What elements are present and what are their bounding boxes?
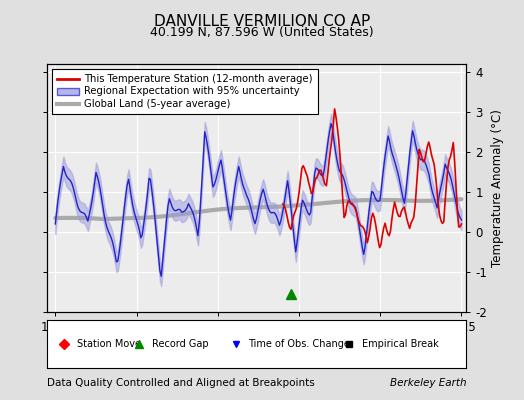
Text: Berkeley Earth: Berkeley Earth (390, 378, 466, 388)
Text: Empirical Break: Empirical Break (362, 339, 438, 349)
Text: Record Gap: Record Gap (152, 339, 209, 349)
Text: Station Move: Station Move (77, 339, 140, 349)
Text: 40.199 N, 87.596 W (United States): 40.199 N, 87.596 W (United States) (150, 26, 374, 39)
Text: Time of Obs. Change: Time of Obs. Change (248, 339, 350, 349)
Legend: This Temperature Station (12-month average), Regional Expectation with 95% uncer: This Temperature Station (12-month avera… (52, 69, 318, 114)
Text: DANVILLE VERMILION CO AP: DANVILLE VERMILION CO AP (154, 14, 370, 29)
Y-axis label: Temperature Anomaly (°C): Temperature Anomaly (°C) (492, 109, 505, 267)
Text: Data Quality Controlled and Aligned at Breakpoints: Data Quality Controlled and Aligned at B… (47, 378, 315, 388)
